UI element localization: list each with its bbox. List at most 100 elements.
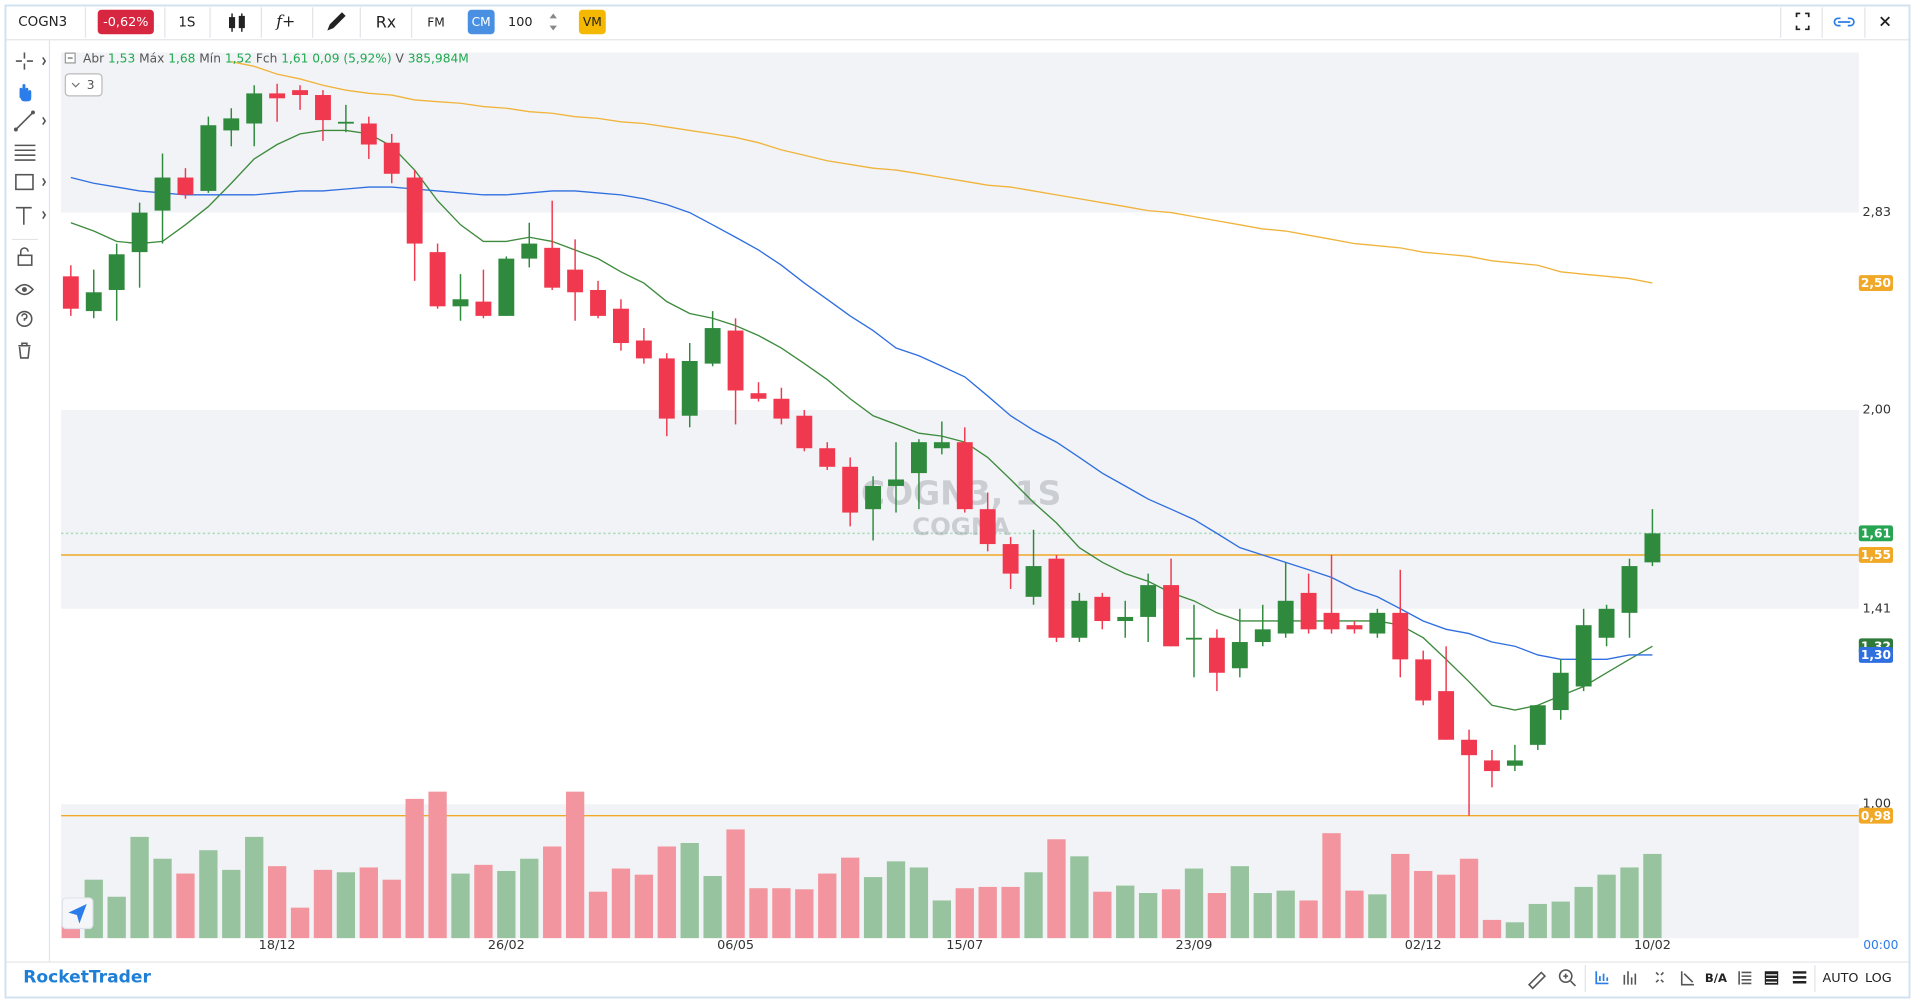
volume-bar <box>1322 833 1341 939</box>
shape-tool[interactable] <box>15 173 34 191</box>
hand-tool[interactable] <box>19 84 32 102</box>
ruler-button[interactable] <box>1527 971 1547 990</box>
x-tick-label: 06/05 <box>717 938 754 953</box>
expand-arrow[interactable] <box>42 56 47 66</box>
log-button[interactable]: LOG <box>1865 971 1892 986</box>
zoom-button[interactable] <box>1558 969 1573 984</box>
menu-button[interactable] <box>1792 971 1807 984</box>
change-badge <box>97 9 154 35</box>
legend-label: Máx <box>139 51 164 65</box>
candle-body <box>223 118 240 131</box>
count-input[interactable]: 100 <box>508 15 532 30</box>
volume-bar <box>1436 874 1456 939</box>
volume-toggle[interactable] <box>1595 971 1609 985</box>
symbol[interactable]: COGN3 <box>18 15 67 30</box>
expand-arrow[interactable] <box>42 116 47 126</box>
volume-bar <box>222 869 241 939</box>
candle-body <box>750 393 767 399</box>
toolbar: COGN3 -0,62% 1S f+ Rx FM CM 100 VM <box>6 7 1909 41</box>
volume-bar <box>543 846 562 939</box>
ba-button[interactable]: B/A <box>1705 971 1727 985</box>
candle-body <box>154 177 171 211</box>
change: -0,62% <box>103 15 148 30</box>
volume-bar <box>1207 893 1227 939</box>
volume-bar <box>199 850 218 939</box>
link-button[interactable] <box>1833 17 1855 27</box>
candle-body <box>1025 566 1042 597</box>
volume-bar <box>1138 893 1158 939</box>
volume-bar <box>520 858 539 939</box>
help-tool[interactable] <box>16 310 33 327</box>
candle-body <box>1575 625 1592 687</box>
auto-button[interactable]: AUTO <box>1822 971 1858 986</box>
candle-body <box>613 308 629 344</box>
fm-button[interactable]: FM <box>427 16 445 30</box>
legend-label: V <box>396 51 405 65</box>
volume-bar <box>1230 866 1249 939</box>
candle-body <box>956 442 973 510</box>
volume-bar <box>1116 885 1135 939</box>
bars-button[interactable] <box>1623 971 1637 985</box>
candle-body <box>1552 672 1569 711</box>
volume-bar <box>1001 886 1020 939</box>
candle-body <box>1621 566 1638 613</box>
volume-bar <box>1276 890 1295 939</box>
price-tag <box>1858 547 1894 563</box>
candle-body <box>498 258 515 316</box>
candle-body <box>1415 659 1432 701</box>
volume-bar <box>1414 870 1433 939</box>
expand-arrow[interactable] <box>42 177 47 187</box>
scale-button[interactable] <box>1680 971 1694 986</box>
volume-bar <box>1093 891 1112 939</box>
volume-bar <box>245 836 264 939</box>
candle-body <box>62 276 79 309</box>
visibility-tool[interactable] <box>14 283 35 296</box>
y-tick-label: 1,41 <box>1862 601 1891 616</box>
line-tool[interactable] <box>15 111 34 131</box>
volume-bar <box>1345 890 1364 939</box>
navigation-button[interactable] <box>61 897 94 930</box>
volume-bar <box>886 861 906 939</box>
price-tag <box>1858 525 1894 542</box>
volume-bar <box>1184 868 1204 939</box>
volume-bar <box>978 886 997 939</box>
candle-body <box>910 442 927 474</box>
volume-bar <box>772 888 791 939</box>
close-button[interactable] <box>1880 16 1891 27</box>
candle-body <box>1048 558 1065 638</box>
book-button[interactable] <box>1738 971 1752 985</box>
studies-toggle[interactable] <box>64 73 103 97</box>
volume-bar <box>818 873 837 939</box>
volume-bar <box>955 888 974 939</box>
volume-bar <box>1528 903 1547 939</box>
candle-body <box>1392 612 1409 660</box>
volume-bar <box>1070 856 1089 939</box>
price-tag <box>1858 807 1894 824</box>
expand-arrow[interactable] <box>42 210 47 220</box>
moving-average <box>70 176 1653 661</box>
candle-type-button[interactable] <box>228 13 245 32</box>
text-tool[interactable] <box>15 206 32 225</box>
interval[interactable]: 1S <box>178 16 195 31</box>
candle-body <box>567 269 584 293</box>
fullscreen-button[interactable] <box>1795 12 1810 31</box>
function-button[interactable]: f+ <box>275 11 295 30</box>
vm-badge[interactable] <box>578 9 606 35</box>
volume-bar <box>130 836 149 939</box>
volume-bar <box>1253 893 1272 939</box>
draw-button[interactable] <box>327 12 346 31</box>
legend-change: 0,09 (5,92%) <box>312 51 391 65</box>
fib-tool[interactable] <box>14 144 36 161</box>
count-spinner[interactable] <box>549 13 557 31</box>
y-tick-label: 2,83 <box>1862 205 1891 220</box>
volume-bar <box>474 864 493 939</box>
crosshair-tool[interactable] <box>15 52 33 70</box>
cm-badge[interactable] <box>467 9 495 35</box>
trash-tool[interactable] <box>18 342 31 359</box>
x-tick-label: 02/12 <box>1405 938 1442 953</box>
volume-bar <box>565 791 585 939</box>
rx-button[interactable]: Rx <box>376 13 396 32</box>
volume-bar <box>1161 889 1181 939</box>
lock-tool[interactable] <box>17 254 33 266</box>
